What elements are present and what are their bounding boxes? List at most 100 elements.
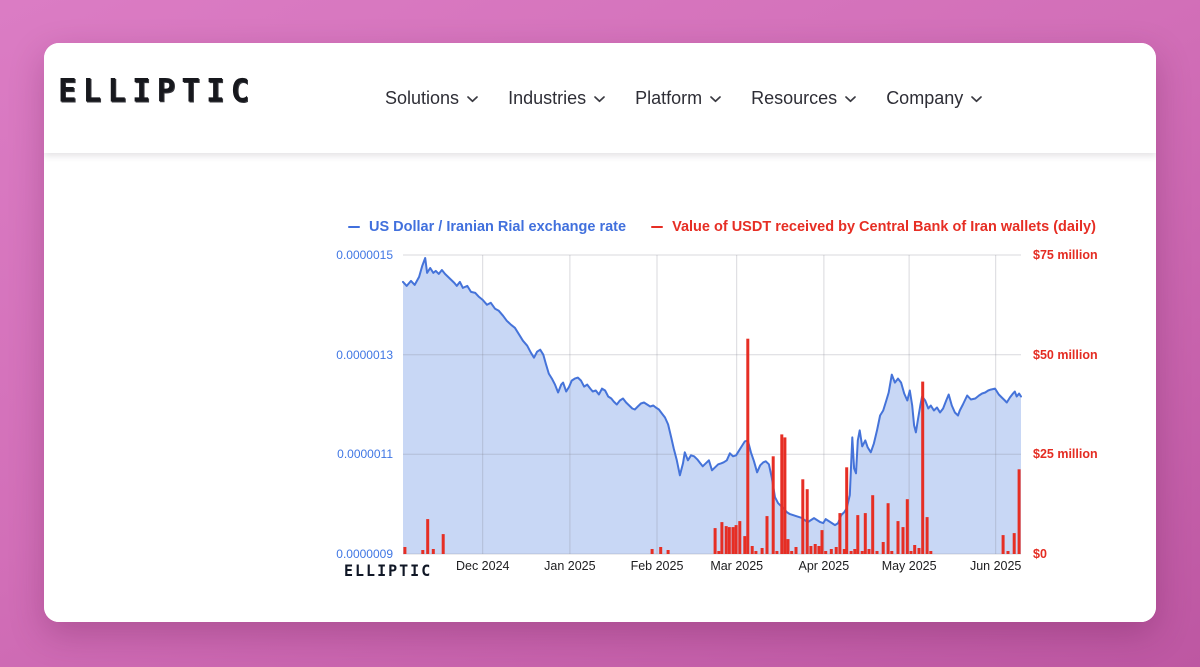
usdt-daily-bar: [717, 551, 721, 554]
nav-label: Resources: [751, 87, 838, 108]
usdt-daily-bar: [431, 549, 435, 554]
usdt-daily-bar: [896, 521, 900, 554]
nav-label: Platform: [635, 87, 703, 108]
x-tick-label: May 2025: [881, 559, 937, 573]
usdt-daily-bar: [921, 381, 925, 554]
usdt-daily-bar: [746, 338, 750, 554]
nav-item-platform[interactable]: Platform: [633, 84, 723, 113]
usdt-daily-bar: [867, 549, 871, 554]
usdt-daily-bar: [925, 517, 929, 554]
usdt-daily-bar: [809, 546, 813, 554]
usdt-daily-bar: [909, 551, 913, 554]
usdt-daily-bar: [724, 526, 728, 554]
usdt-daily-bar: [720, 522, 724, 554]
x-tick-label: Feb 2025: [630, 559, 684, 573]
nav-item-industries[interactable]: Industries: [506, 84, 607, 113]
usdt-daily-bar: [929, 551, 933, 554]
exchange-rate-line: [402, 257, 1022, 527]
usdt-daily-bar: [820, 530, 824, 554]
y-right-tick-label: $75 million: [1033, 248, 1098, 262]
x-tick-label: Jun 2025: [969, 559, 1022, 573]
usdt-daily-bar: [905, 499, 909, 554]
x-tick-label: Jan 2025: [544, 559, 596, 573]
usdt-daily-bar: [1001, 535, 1005, 554]
usdt-daily-bar: [853, 549, 857, 554]
main-nav: Solutions Industries Platform Resources …: [383, 43, 984, 153]
legend-item-usdt-value: Value of USDT received by Central Bank o…: [651, 219, 1096, 235]
usdt-daily-bar: [1012, 533, 1016, 554]
usdt-daily-bar: [421, 550, 425, 554]
usdt-daily-bar: [1017, 469, 1021, 554]
chart-plot-area[interactable]: [402, 254, 1022, 555]
nav-item-solutions[interactable]: Solutions: [383, 84, 480, 113]
usdt-daily-bar: [794, 547, 798, 554]
nav-label: Solutions: [385, 87, 460, 108]
usdt-daily-bar: [913, 545, 917, 554]
usdt-daily-bar: [426, 519, 430, 554]
y-right-tick-label: $50 million: [1033, 347, 1098, 362]
legend-label: Value of USDT received by Central Bank o…: [672, 219, 1096, 235]
usdt-daily-bar: [403, 547, 407, 554]
elliptic-logo[interactable]: ELLIPTIC: [58, 72, 256, 110]
usdt-daily-bar: [650, 549, 654, 554]
usdt-daily-bar: [824, 551, 828, 554]
usdt-daily-bar: [750, 546, 754, 554]
y-left-tick-label: 0.0000011: [337, 447, 393, 462]
usdt-daily-bar: [849, 551, 853, 554]
usdt-daily-bar: [829, 549, 833, 554]
legend-label: US Dollar / Iranian Rial exchange rate: [369, 219, 627, 235]
usdt-daily-bar: [838, 513, 842, 554]
usdt-daily-bar: [738, 521, 742, 554]
chevron-down-icon: [594, 95, 605, 102]
nav-item-resources[interactable]: Resources: [749, 84, 858, 113]
x-tick-label: Mar 2025: [710, 559, 764, 573]
nav-item-company[interactable]: Company: [884, 84, 984, 113]
x-tick-label: Dec 2024: [455, 559, 510, 573]
usdt-daily-bar: [856, 515, 860, 554]
chevron-down-icon: [971, 95, 983, 102]
red-dash-icon: [651, 225, 664, 229]
usdt-daily-bar: [743, 536, 747, 554]
usdt-daily-bar: [790, 551, 794, 554]
y-left-tick-label: 0.0000013: [336, 347, 393, 362]
usdt-daily-bar: [734, 525, 738, 554]
usdt-daily-bar: [801, 479, 805, 555]
blue-dash-icon: [348, 225, 360, 229]
usdt-daily-bar: [875, 551, 879, 554]
exchange-rate-area: [403, 258, 1021, 554]
usdt-daily-bar: [727, 527, 731, 554]
y-left-tick-label: 0.0000009: [336, 547, 393, 561]
usdt-daily-bar: [659, 547, 663, 554]
y-right-tick-label: $25 million: [1033, 447, 1098, 462]
x-axis: Dec 2024 Jan 2025 Feb 2025 Mar 2025 Apr 2025…: [403, 559, 1021, 579]
usdt-daily-bar: [886, 503, 890, 554]
usdt-daily-bar: [731, 527, 735, 554]
y-axis-left: 0.0000015 0.0000013 0.0000011 0.0000009: [314, 248, 398, 561]
usdt-daily-bar: [666, 550, 670, 554]
usdt-daily-bar: [871, 495, 875, 554]
usdt-daily-bar: [890, 551, 894, 554]
elliptic-watermark-logo: ELLIPTIC: [344, 561, 433, 581]
usdt-daily-bar: [754, 551, 758, 554]
usdt-daily-bar: [780, 434, 784, 554]
usdt-daily-bar: [786, 539, 790, 554]
usdt-daily-bar: [441, 534, 445, 554]
chart-plot: [402, 254, 1022, 555]
nav-label: Industries: [508, 87, 587, 108]
usdt-daily-bar: [771, 456, 775, 554]
chevron-down-icon: [467, 95, 478, 102]
main-card: ELLIPTIC Solutions Industries Platform R…: [44, 43, 1156, 622]
usdt-daily-bar: [713, 528, 717, 554]
y-right-tick-label: $0: [1033, 547, 1047, 561]
legend-item-exchange-rate: US Dollar / Iranian Rial exchange rate: [348, 219, 626, 235]
chart-legend: US Dollar / Iranian Rial exchange rate V…: [348, 219, 1096, 235]
usdt-daily-bar: [783, 437, 787, 554]
usdt-daily-bar: [834, 547, 838, 554]
usdt-daily-bar: [805, 489, 809, 554]
x-tick-label: Apr 2025: [798, 559, 850, 573]
usdt-daily-bar: [842, 549, 846, 554]
usdt-daily-bar: [901, 527, 905, 554]
usdt-daily-bar: [860, 551, 864, 554]
usdt-daily-bar: [760, 548, 764, 554]
usdt-daily-bar: [917, 548, 921, 554]
